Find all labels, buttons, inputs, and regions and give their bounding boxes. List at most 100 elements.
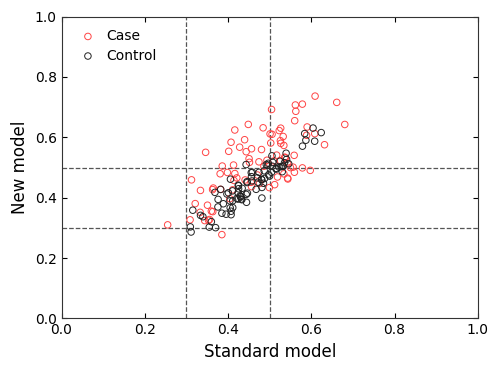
Control <box>189 207 197 213</box>
Case <box>311 131 319 137</box>
Case <box>228 187 236 193</box>
Control <box>206 224 214 230</box>
Control <box>242 161 250 167</box>
Case <box>206 217 214 222</box>
Control <box>277 164 285 170</box>
Case <box>208 208 216 214</box>
Case <box>270 158 278 164</box>
Case <box>284 175 292 181</box>
Case <box>280 171 288 177</box>
Case <box>248 184 256 190</box>
Case <box>290 118 298 124</box>
Case <box>254 172 262 178</box>
Control <box>229 198 237 204</box>
Case <box>260 163 268 169</box>
Case <box>298 165 306 171</box>
Control <box>258 185 266 190</box>
Control <box>282 150 290 156</box>
Control <box>238 185 246 191</box>
Case <box>210 185 218 191</box>
Control <box>248 170 256 176</box>
Case <box>276 158 284 164</box>
Control <box>317 129 325 135</box>
Case <box>186 217 194 223</box>
Case <box>272 152 280 158</box>
Case <box>230 177 238 183</box>
Case <box>230 162 237 168</box>
Case <box>258 147 266 153</box>
Case <box>320 142 328 148</box>
Case <box>303 124 311 130</box>
Control <box>220 201 228 207</box>
Control <box>234 183 242 189</box>
Case <box>240 137 248 143</box>
Case <box>332 99 340 105</box>
Case <box>290 169 298 175</box>
Case <box>196 187 204 193</box>
Case <box>292 108 300 114</box>
Control <box>212 225 220 231</box>
Case <box>226 196 234 202</box>
Case <box>277 140 285 146</box>
Case <box>259 125 267 131</box>
Control <box>222 211 230 217</box>
X-axis label: Standard model: Standard model <box>204 343 336 361</box>
Case <box>266 131 274 137</box>
Control <box>234 182 242 188</box>
Case <box>245 156 253 162</box>
Control <box>186 224 194 230</box>
Control <box>268 153 276 159</box>
Control <box>227 208 235 214</box>
Case <box>268 106 276 112</box>
Control <box>276 158 284 164</box>
Case <box>282 155 290 161</box>
Case <box>244 121 252 127</box>
Case <box>290 153 298 158</box>
Case <box>280 142 288 148</box>
Control <box>242 199 250 205</box>
Control <box>284 161 292 167</box>
Control <box>233 195 241 201</box>
Case <box>233 175 241 181</box>
Control <box>280 163 287 169</box>
Case <box>298 101 306 107</box>
Control <box>187 229 195 235</box>
Y-axis label: New model: New model <box>11 121 29 214</box>
Case <box>231 171 239 177</box>
Control <box>248 178 256 184</box>
Control <box>238 197 246 203</box>
Case <box>275 128 283 134</box>
Control <box>211 189 219 195</box>
Control <box>260 168 268 174</box>
Case <box>247 179 255 185</box>
Control <box>264 172 272 178</box>
Case <box>302 132 310 138</box>
Control <box>248 174 256 180</box>
Case <box>341 122 349 128</box>
Case <box>216 171 224 177</box>
Control <box>236 193 244 199</box>
Control <box>268 159 276 165</box>
Case <box>286 165 294 171</box>
Control <box>234 196 242 202</box>
Control <box>244 190 252 196</box>
Case <box>279 134 287 140</box>
Control <box>248 169 256 175</box>
Control <box>300 131 308 137</box>
Control <box>238 196 246 202</box>
Control <box>224 190 232 196</box>
Control <box>208 219 216 225</box>
Control <box>260 176 268 182</box>
Case <box>236 144 244 150</box>
Control <box>237 194 245 200</box>
Control <box>226 198 234 204</box>
Control <box>268 169 276 175</box>
Control <box>214 204 222 210</box>
Case <box>255 159 263 165</box>
Case <box>276 138 284 144</box>
Case <box>218 163 226 169</box>
Case <box>227 139 235 145</box>
Case <box>267 140 275 146</box>
Case <box>242 149 250 155</box>
Control <box>282 156 290 162</box>
